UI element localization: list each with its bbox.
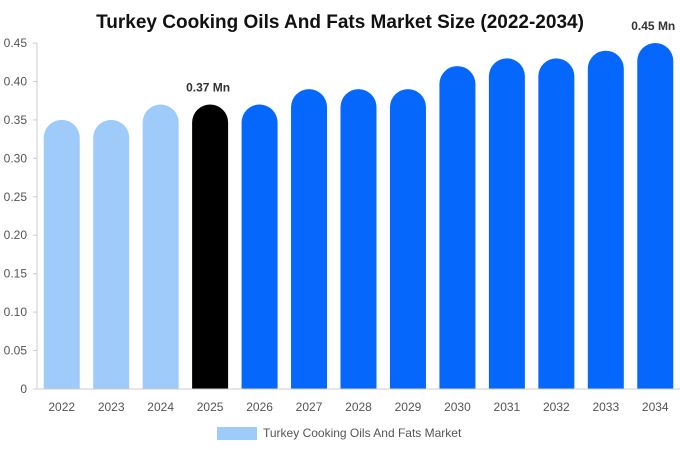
bar bbox=[439, 66, 476, 389]
data-label: 0.45 Mn bbox=[631, 19, 675, 33]
y-tick-label: 0 bbox=[20, 382, 27, 396]
x-tick-label: 2034 bbox=[642, 400, 669, 414]
chart-title: Turkey Cooking Oils And Fats Market Size… bbox=[96, 12, 584, 33]
bar bbox=[587, 50, 624, 389]
x-tick-label: 2028 bbox=[345, 400, 372, 414]
legend-label: Turkey Cooking Oils And Fats Market bbox=[263, 426, 462, 440]
data-labels: 0.37 Mn 0.45 Mn bbox=[186, 19, 675, 95]
x-tick-label: 2033 bbox=[592, 400, 619, 414]
x-tick-label: 2032 bbox=[543, 400, 570, 414]
x-tick-label: 2023 bbox=[98, 400, 125, 414]
x-tick-label: 2024 bbox=[147, 400, 174, 414]
x-axis: 2022 2023 2024 2025 2026 2027 2028 2029 2030 2031… bbox=[37, 388, 680, 414]
bar bbox=[192, 104, 229, 389]
bar bbox=[43, 119, 80, 389]
y-tick-label: 0.20 bbox=[4, 228, 28, 242]
y-tick-label: 0.25 bbox=[4, 190, 28, 204]
bar bbox=[389, 89, 426, 389]
bar bbox=[241, 104, 278, 389]
y-tick-label: 0.40 bbox=[4, 74, 28, 88]
x-tick-label: 2027 bbox=[296, 400, 323, 414]
bars bbox=[43, 43, 674, 390]
bar bbox=[93, 119, 130, 389]
y-axis: 0 0.05 0.10 0.15 0.20 0.25 0.30 0.35 0.40 0.45 bbox=[4, 36, 38, 396]
legend: Turkey Cooking Oils And Fats Market bbox=[217, 426, 462, 440]
bar bbox=[142, 104, 179, 389]
x-tick-label: 2025 bbox=[197, 400, 224, 414]
bar bbox=[291, 89, 328, 389]
legend-swatch bbox=[217, 427, 257, 440]
data-label: 0.37 Mn bbox=[186, 81, 230, 95]
y-tick-label: 0.05 bbox=[4, 344, 28, 358]
x-tick-label: 2022 bbox=[48, 400, 75, 414]
bar bbox=[637, 43, 674, 389]
y-tick-label: 0.15 bbox=[4, 267, 28, 281]
x-tick-label: 2026 bbox=[246, 400, 273, 414]
bar bbox=[488, 58, 525, 390]
y-tick-label: 0.10 bbox=[4, 305, 28, 319]
x-tick-label: 2030 bbox=[444, 400, 471, 414]
bar bbox=[538, 58, 575, 389]
x-tick-label: 2029 bbox=[395, 400, 422, 414]
x-tick-label: 2031 bbox=[494, 400, 521, 414]
y-tick-label: 0.30 bbox=[4, 151, 28, 165]
bar bbox=[340, 89, 377, 389]
y-tick-label: 0.35 bbox=[4, 113, 28, 127]
y-tick-label: 0.45 bbox=[4, 36, 28, 50]
